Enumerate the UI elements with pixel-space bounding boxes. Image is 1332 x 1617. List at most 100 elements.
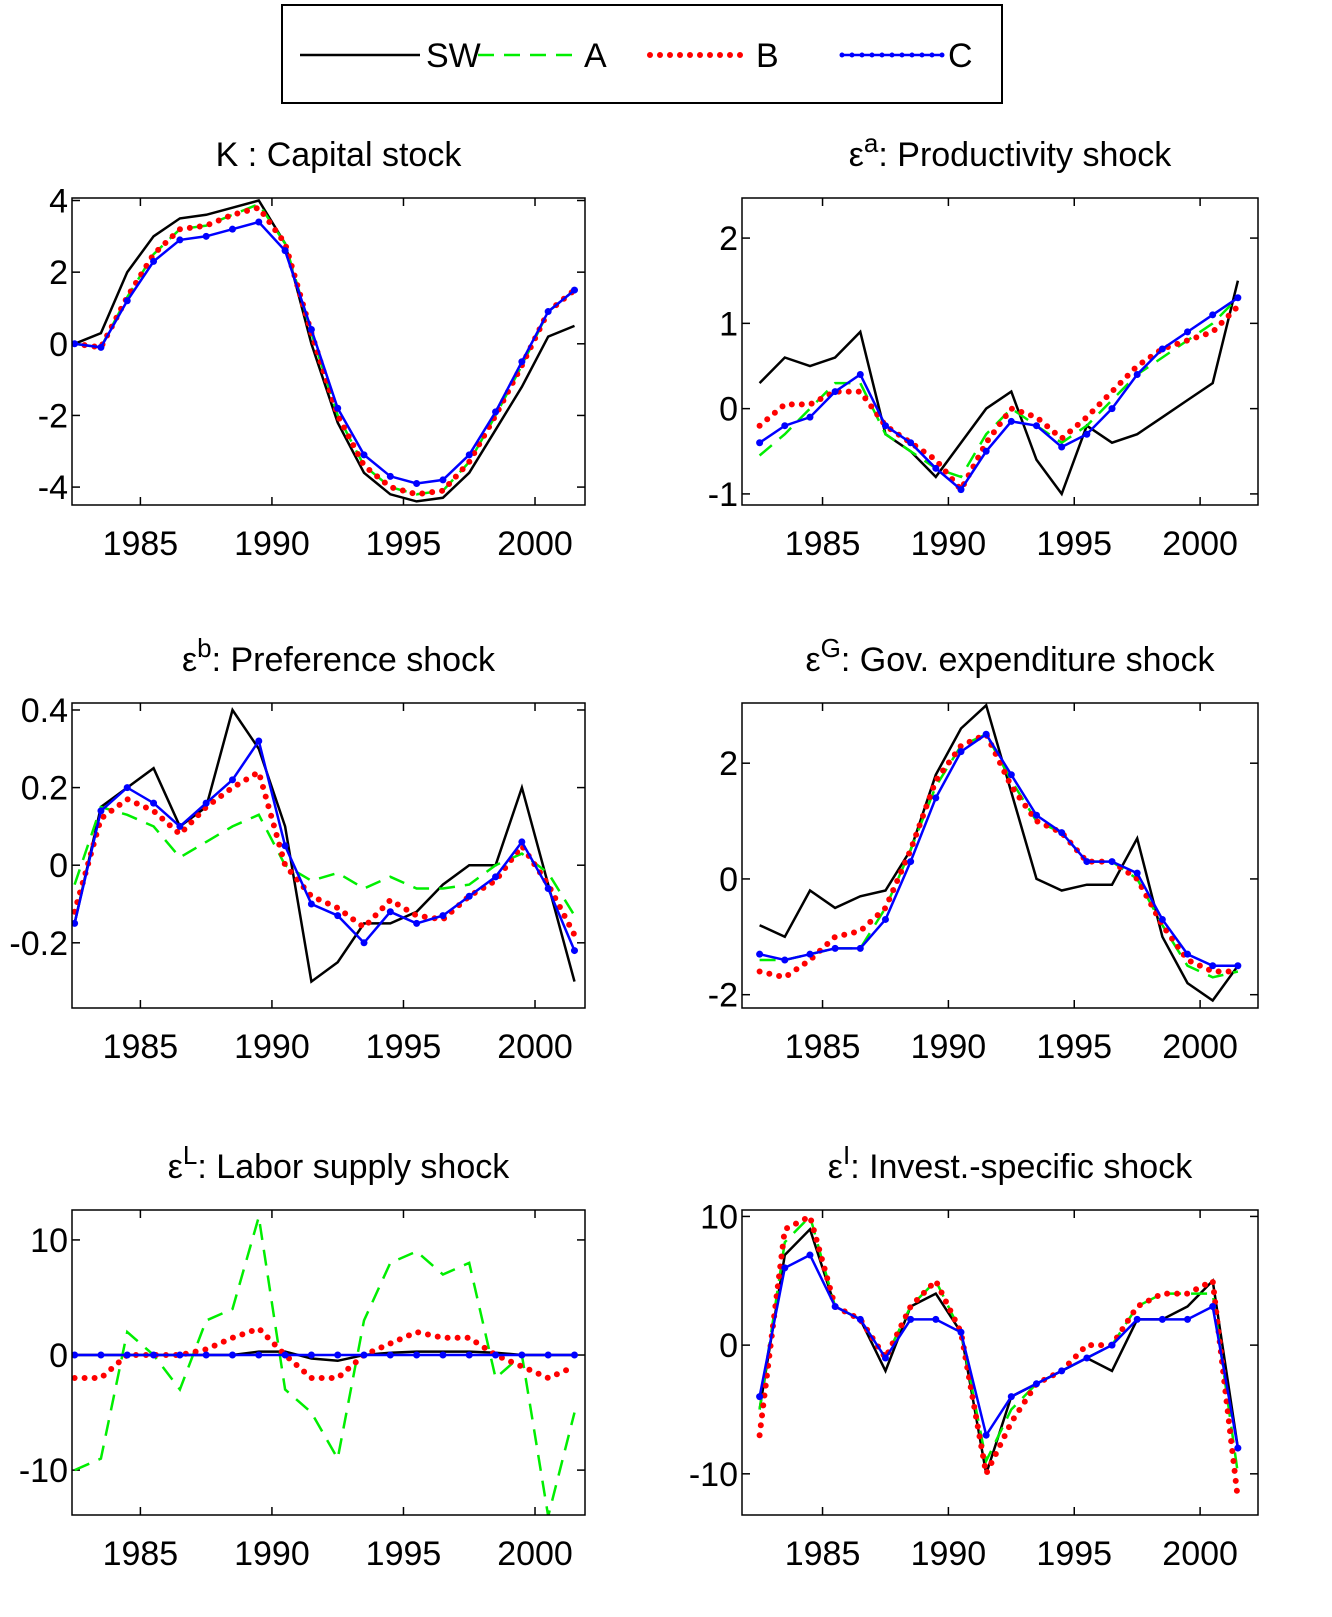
series-point <box>123 297 131 305</box>
series-point <box>518 1351 526 1359</box>
series-point <box>492 873 500 881</box>
x-tick-label: 1985 <box>103 1535 179 1573</box>
legend-dot <box>939 52 945 58</box>
series-point <box>781 956 789 964</box>
y-tick-label: 10 <box>700 1198 738 1236</box>
title-text: : Invest.-specific shock <box>850 1148 1193 1186</box>
series-point <box>413 1351 421 1359</box>
plot-area <box>72 199 578 503</box>
series-point <box>881 915 889 923</box>
legend-dot <box>929 52 935 58</box>
title-text: : Labor supply shock <box>197 1148 510 1186</box>
series-point <box>1158 915 1166 923</box>
x-tick-label: 1985 <box>785 1028 861 1066</box>
series-point <box>756 950 764 958</box>
series-line <box>73 707 576 984</box>
series-point <box>856 1315 864 1323</box>
x-tick-label: 1995 <box>366 525 442 563</box>
y-tick-label: 0 <box>719 391 738 429</box>
series-point <box>72 919 79 927</box>
y-tick-label: -0.2 <box>9 925 68 963</box>
panel-title: εG: Gov. expenditure shock <box>806 633 1216 679</box>
title-symbol: ε <box>828 1148 843 1186</box>
series-point <box>439 1351 447 1359</box>
panel-title: K : Capital stock <box>216 136 463 174</box>
axes-box <box>741 1209 1259 1516</box>
series-line <box>758 280 1240 497</box>
series-point <box>907 1315 915 1323</box>
legend-label: SW <box>426 37 481 75</box>
x-tick-label: 1995 <box>1036 525 1112 563</box>
x-tick-label: 2000 <box>1162 525 1238 563</box>
series-point <box>228 225 236 233</box>
y-tick-label: 0 <box>719 1327 738 1365</box>
y-tick-label: 0 <box>49 847 68 885</box>
series-point <box>492 408 500 416</box>
series-line <box>759 732 1238 968</box>
title-symbol: ε <box>849 136 864 174</box>
legend-dot <box>849 52 855 58</box>
series-line <box>759 732 1239 979</box>
series-point <box>518 358 526 366</box>
series-point <box>255 218 263 226</box>
series-point <box>570 1351 578 1359</box>
y-tick-label: -1 <box>708 476 738 514</box>
title-superscript: L <box>183 1140 197 1170</box>
series-point <box>1184 1315 1192 1323</box>
axes-box <box>741 197 1259 506</box>
series-point <box>856 371 864 379</box>
plot-area <box>756 703 1242 1003</box>
series-point <box>907 439 915 447</box>
series-point <box>386 472 394 480</box>
legend-dot <box>899 52 905 58</box>
panel-title: εI: Invest.-specific shock <box>828 1140 1193 1186</box>
series-point <box>202 1351 210 1359</box>
y-tick-label: 0 <box>719 861 738 899</box>
series-point <box>1032 1380 1040 1388</box>
series-line <box>758 1253 1240 1449</box>
series-point <box>932 464 940 472</box>
legend-dot <box>839 52 845 58</box>
plot-area <box>72 707 578 984</box>
series-point <box>907 858 915 866</box>
series-point <box>492 1351 500 1359</box>
x-tick-label: 1990 <box>234 1028 310 1066</box>
series-point <box>544 884 552 892</box>
series-point <box>806 950 814 958</box>
title-text: : Gov. expenditure shock <box>841 641 1216 679</box>
series-point <box>281 1351 289 1359</box>
series-point <box>1007 771 1015 779</box>
series-line <box>74 199 575 503</box>
series-point <box>1032 422 1040 430</box>
series-point <box>202 232 210 240</box>
series-point <box>281 842 289 850</box>
y-tick-label: 4 <box>49 183 68 221</box>
series-point <box>1007 1393 1015 1401</box>
x-tick-label: 1985 <box>785 525 861 563</box>
x-tick-label: 1985 <box>103 525 179 563</box>
y-tick-label: 0 <box>49 326 68 364</box>
x-tick-label: 2000 <box>497 1535 573 1573</box>
title-superscript: a <box>864 128 879 158</box>
series-point <box>982 730 990 738</box>
series-point <box>881 422 889 430</box>
series-point <box>1209 1303 1217 1311</box>
series-point <box>307 1351 315 1359</box>
legend-label: C <box>948 37 973 75</box>
series-line <box>758 296 1239 479</box>
series-point <box>465 892 473 900</box>
series-point <box>307 900 315 908</box>
series-point <box>413 919 421 927</box>
series-line <box>73 805 576 917</box>
legend-label: B <box>756 37 779 75</box>
series-point <box>228 776 236 784</box>
title-text: K : Capital stock <box>216 136 463 174</box>
series-point <box>856 944 864 952</box>
series-point <box>1007 417 1015 425</box>
x-tick-label: 2000 <box>497 1028 573 1066</box>
x-tick-label: 1990 <box>234 1535 310 1573</box>
series-point <box>957 748 965 756</box>
series-point <box>97 1351 105 1359</box>
y-tick-label: 2 <box>49 254 68 292</box>
